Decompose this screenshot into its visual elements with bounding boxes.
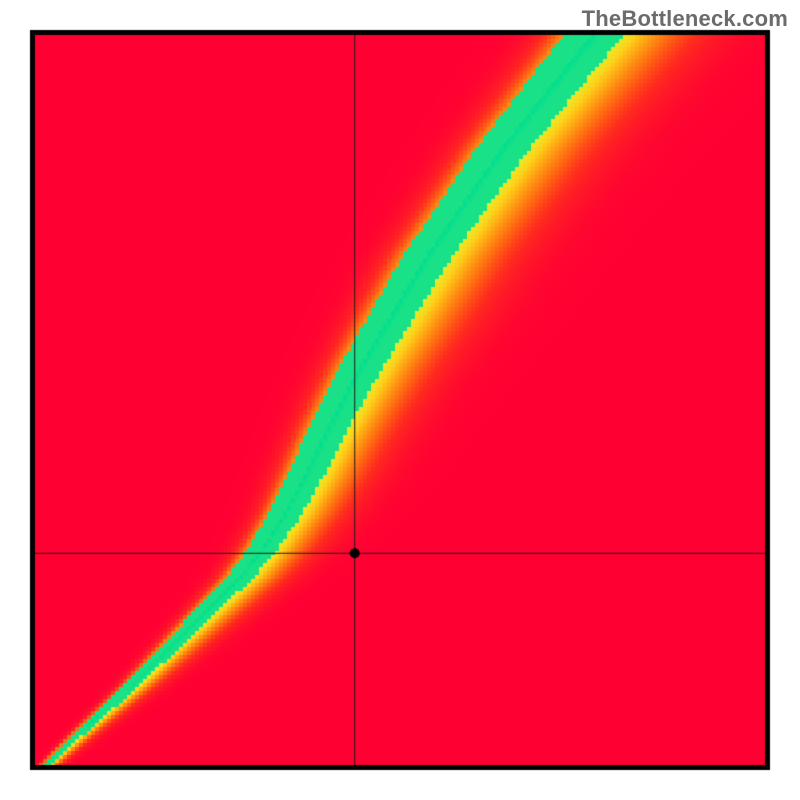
bottleneck-heatmap: [0, 0, 800, 800]
watermark-text: TheBottleneck.com: [582, 6, 788, 32]
